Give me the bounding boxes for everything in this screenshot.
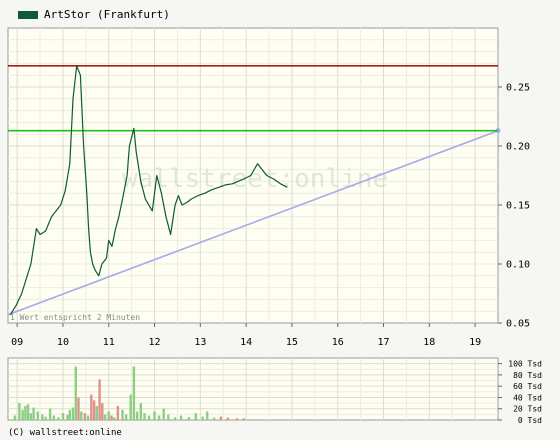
volume-bar (98, 379, 101, 420)
x-tick-label: 13 (194, 337, 206, 348)
volume-bar (226, 417, 229, 420)
volume-bar (26, 404, 30, 420)
volume-bar (32, 407, 35, 420)
legend-label: ArtStor (Frankfurt) (44, 8, 170, 21)
volume-bar (110, 415, 113, 420)
volume-bar (13, 415, 17, 420)
x-tick-label: 19 (469, 337, 481, 348)
volume-bar (66, 414, 69, 420)
volume-chart-panel: 100 Tsd 80 Tsd 60 Tsd 40 Tsd 20 Tsd 0 Tsd (7, 357, 542, 425)
volume-bar (57, 417, 60, 420)
volume-bar (206, 411, 209, 420)
x-tick-label: 15 (286, 337, 298, 348)
price-chart-panel: wallstreet:online 1 Wert entspricht 2 Mi… (7, 27, 530, 348)
price-y-axis: 0.25 0.20 0.15 0.10 0.05 (498, 83, 530, 330)
volume-bar (77, 397, 80, 420)
x-tick-label: 11 (103, 337, 115, 348)
copyright-footer: (C) wallstreet:online (8, 428, 122, 438)
volume-bar (29, 413, 33, 420)
volume-bar (71, 407, 75, 420)
volume-y-tick-label: 80 Tsd (513, 371, 542, 380)
volume-bar (103, 414, 107, 420)
x-tick-label: 18 (423, 337, 435, 348)
price-series-group (7, 65, 501, 316)
volume-bar (52, 415, 55, 420)
volume-bar (157, 415, 161, 420)
price-chart-grid (8, 28, 498, 323)
volume-bar (92, 400, 96, 420)
volume-bar (95, 405, 98, 420)
volume-bar (18, 403, 21, 420)
volume-bar (132, 366, 136, 420)
y-tick-label: 0.10 (506, 260, 530, 271)
y-tick-label: 0.20 (506, 142, 530, 153)
volume-bar (135, 411, 139, 420)
x-tick-label: 10 (57, 337, 69, 348)
volume-bar (194, 413, 197, 420)
volume-y-tick-label: 0 Tsd (518, 416, 542, 425)
legend: ArtStor (Frankfurt) (18, 8, 170, 21)
volume-bar (83, 413, 87, 420)
volume-bar (139, 403, 142, 420)
x-tick-label: 12 (149, 337, 161, 348)
volume-bar (116, 405, 120, 420)
y-tick-label: 0.05 (506, 319, 530, 330)
resolution-note: 1 Wert entspricht 2 Minuten (10, 313, 140, 322)
volume-bar (147, 415, 151, 420)
volume-chart-background (7, 357, 499, 421)
volume-bar (44, 416, 47, 420)
volume-bar (61, 413, 65, 420)
volume-bar (80, 411, 83, 420)
x-tick-label: 17 (377, 337, 389, 348)
legend-swatch (18, 10, 38, 19)
volume-chart-grid (8, 358, 498, 420)
y-tick-label: 0.25 (506, 83, 530, 94)
volume-bar (167, 414, 170, 420)
volume-bar (242, 418, 245, 420)
volume-bar (24, 405, 27, 420)
volume-y-tick-label: 20 Tsd (513, 405, 542, 414)
volume-bar (179, 415, 183, 420)
volume-bar (86, 415, 90, 420)
volume-bar (101, 403, 104, 420)
volume-bar (74, 366, 77, 420)
volume-bar (201, 416, 204, 420)
price-x-axis: 09 10 11 12 13 14 15 16 17 18 19 (11, 323, 481, 348)
volume-bar (48, 408, 52, 420)
volume-bar (235, 418, 239, 420)
volume-bar (113, 417, 116, 420)
volume-bar (36, 411, 39, 420)
volume-y-tick-label: 100 Tsd (508, 360, 542, 369)
volume-y-axis: 100 Tsd 80 Tsd 60 Tsd 40 Tsd 20 Tsd 0 Tsd (498, 360, 542, 425)
volume-bar (124, 414, 128, 420)
volume-bar (41, 414, 44, 420)
volume-y-tick-label: 40 Tsd (513, 393, 542, 402)
volume-bars-group (13, 366, 245, 420)
volume-bar (121, 409, 124, 420)
volume-bar (162, 408, 165, 420)
x-tick-label: 14 (240, 337, 252, 348)
x-tick-label: 16 (332, 337, 344, 348)
volume-bar (187, 417, 191, 420)
volume-bar (107, 411, 110, 420)
volume-bar (129, 394, 132, 420)
volume-bar (68, 409, 71, 420)
volume-bar (153, 411, 156, 420)
volume-bar (212, 417, 216, 420)
volume-bar (173, 417, 177, 420)
price-chart-background (7, 27, 499, 324)
trend-line (7, 129, 499, 316)
volume-y-tick-label: 60 Tsd (513, 382, 542, 391)
x-tick-label: 09 (11, 337, 23, 348)
volume-bar (143, 413, 146, 420)
y-tick-label: 0.15 (506, 201, 530, 212)
price-line (9, 65, 288, 316)
volume-bar (90, 394, 93, 420)
volume-bar (21, 409, 24, 420)
volume-bar (219, 416, 223, 420)
